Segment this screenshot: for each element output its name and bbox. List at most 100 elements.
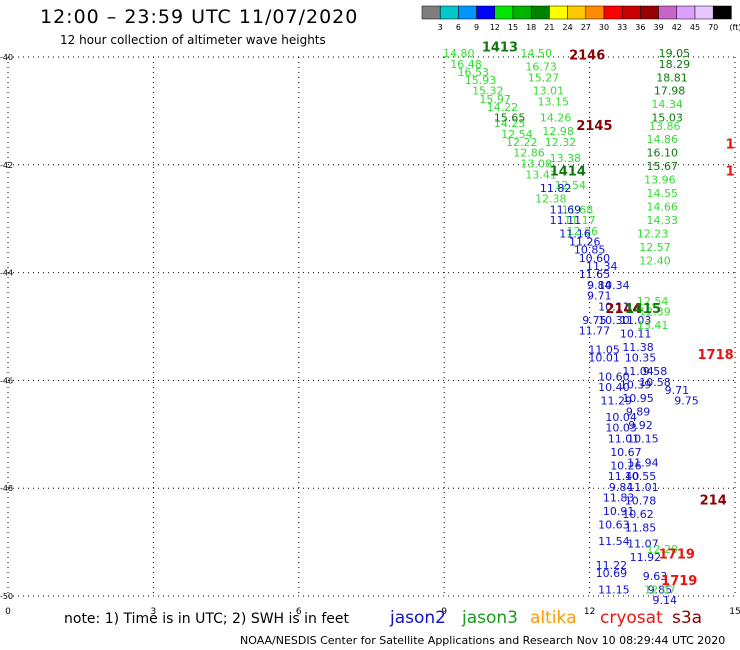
x-tick-label: 15 (729, 607, 740, 617)
swh-value-label: 10.62 (622, 508, 654, 521)
colorbar-swatch (621, 5, 641, 20)
swh-value-label: 12.40 (639, 255, 671, 268)
colorbar-swatch (458, 5, 477, 20)
swh-value-label: 13.15 (538, 96, 570, 109)
swh-value-label: 14.33 (647, 214, 679, 227)
swh-value-label: 14.50 (521, 47, 553, 60)
swh-value-label: 9.85 (648, 583, 673, 596)
swh-value-label: 12.54 (554, 179, 586, 192)
colorbar-tick: 70 (708, 23, 718, 32)
swh-value-label: 10.30 (598, 314, 630, 327)
swh-value-label: 13.41 (637, 319, 669, 332)
swh-value-label: 10.40 (598, 381, 630, 394)
pass-id-label: 1 (726, 165, 735, 180)
colorbar-tick: 12 (490, 23, 500, 32)
chart-title: 12:00 – 23:59 UTC 11/07/2020 (40, 6, 359, 28)
swh-value-label: 13.96 (644, 174, 676, 187)
swh-value-label: 10.01 (588, 352, 620, 365)
colorbar-swatch (658, 5, 678, 20)
colorbar-tick: 42 (672, 23, 682, 32)
swh-value-label: 11.94 (627, 457, 659, 470)
swh-value-label: 12.32 (545, 136, 577, 149)
swh-value-label: 9.92 (628, 419, 653, 432)
colorbar-swatch (421, 5, 441, 20)
swh-value-label: 9.14 (652, 594, 677, 607)
colorbar-swatch (439, 5, 459, 20)
swh-value-label: 11.29 (601, 395, 633, 408)
legend-altika: altika (530, 608, 577, 628)
colorbar-tick: 9 (474, 23, 479, 32)
pass-id-label: 2145 (576, 119, 612, 134)
swh-value-label: 11.15 (598, 583, 630, 596)
swh-value-label: 13.38 (550, 152, 582, 165)
swh-value-label: 10.60 (598, 370, 630, 383)
swh-value-label: 12.98 (542, 125, 574, 138)
y-tick-label: -50 (0, 592, 13, 601)
swh-value-label: 11.38 (622, 341, 654, 354)
swh-value-label: 18.29 (659, 58, 691, 71)
y-tick-label: -48 (0, 484, 13, 493)
colorbar-swatch (512, 5, 532, 20)
swh-value-label: 10.63 (598, 519, 630, 532)
swh-value-label: 16.53 (458, 66, 490, 79)
pass-id-label: 1414 (550, 165, 586, 180)
axis-tick-labels: 0 3 6 9 12 15 -40 -42 -44 -46 -48 -50 (0, 53, 740, 617)
swh-value-label: 10.69 (596, 567, 628, 580)
colorbar-tick: 30 (599, 23, 609, 32)
swh-value-label: 14.55 (647, 187, 679, 200)
swh-value-label: 12.86 (513, 147, 545, 160)
pass-id-label: 214 (700, 493, 727, 508)
pass-id-label: 1413 (482, 41, 518, 56)
swh-value-label: 9.75 (674, 395, 699, 408)
swh-value-label: 16.48 (450, 58, 482, 71)
swh-value-label: 11.68 (562, 203, 594, 216)
swh-value-label: 11.01 (627, 481, 659, 494)
swh-value-label: 12.54 (501, 128, 533, 141)
swh-value-label: 10.34 (598, 279, 630, 292)
swh-value-label: 14.25 (494, 117, 526, 130)
swh-value-label: 11.40 (608, 470, 640, 483)
swh-value-label: 10.55 (625, 470, 657, 483)
swh-value-label: 10.26 (610, 459, 642, 472)
swh-value-label: 10.11 (598, 300, 630, 313)
colorbar-swatch (476, 5, 496, 20)
swh-value-label: 11.05 (588, 343, 620, 356)
swh-value-label: 12.86 (567, 225, 599, 238)
pass-id-label: 1719 (659, 547, 695, 562)
swh-value-label: 15.03 (651, 112, 683, 125)
pass-id-label: 2144 (605, 302, 641, 317)
swh-value-label: 14.80 (443, 47, 475, 60)
swh-value-label: 13.01 (533, 85, 565, 98)
swh-value-label: 10.11 (620, 327, 652, 340)
swh-value-label: 14.22 (487, 101, 519, 114)
swh-value-label: 11.85 (625, 521, 657, 534)
pass-id-label: 1415 (625, 302, 661, 317)
swh-value-label: 12.23 (637, 228, 669, 241)
swh-value-label: 16.10 (647, 147, 679, 160)
colorbar-tick: 15 (508, 23, 518, 32)
legend-s3a: s3a (672, 608, 703, 628)
footnote: note: 1) Time is in UTC; 2) SWH is in fe… (64, 611, 350, 627)
swh-value-label: 11.01 (608, 432, 640, 445)
swh-value-label: 11.92 (630, 551, 662, 564)
x-tick-label: 12 (584, 607, 595, 617)
colorbar-swatch (494, 5, 514, 20)
swh-value-label: 10.58 (639, 376, 671, 389)
swh-value-label: 10.60 (579, 252, 611, 265)
swh-value-label: 10.15 (627, 432, 659, 445)
swh-value-label: 11.03 (620, 314, 652, 327)
colorbar-tick: 6 (456, 23, 461, 32)
swh-value-label: 12.54 (637, 295, 669, 308)
colorbar-unit: (ft) (729, 23, 740, 32)
swh-value-label: 14.86 (647, 133, 679, 146)
swh-value-label: 9.71 (587, 290, 612, 303)
swh-value-label: 12.20 (647, 543, 679, 556)
chart-subtitle: 12 hour collection of altimeter wave hei… (60, 33, 326, 47)
swh-value-label: 11.17 (564, 214, 596, 227)
y-tick-label: -44 (0, 269, 13, 278)
colorbar-swatch (640, 5, 659, 20)
swh-value-label: 10.03 (605, 422, 637, 435)
swh-value-label: 11.54 (598, 535, 630, 548)
